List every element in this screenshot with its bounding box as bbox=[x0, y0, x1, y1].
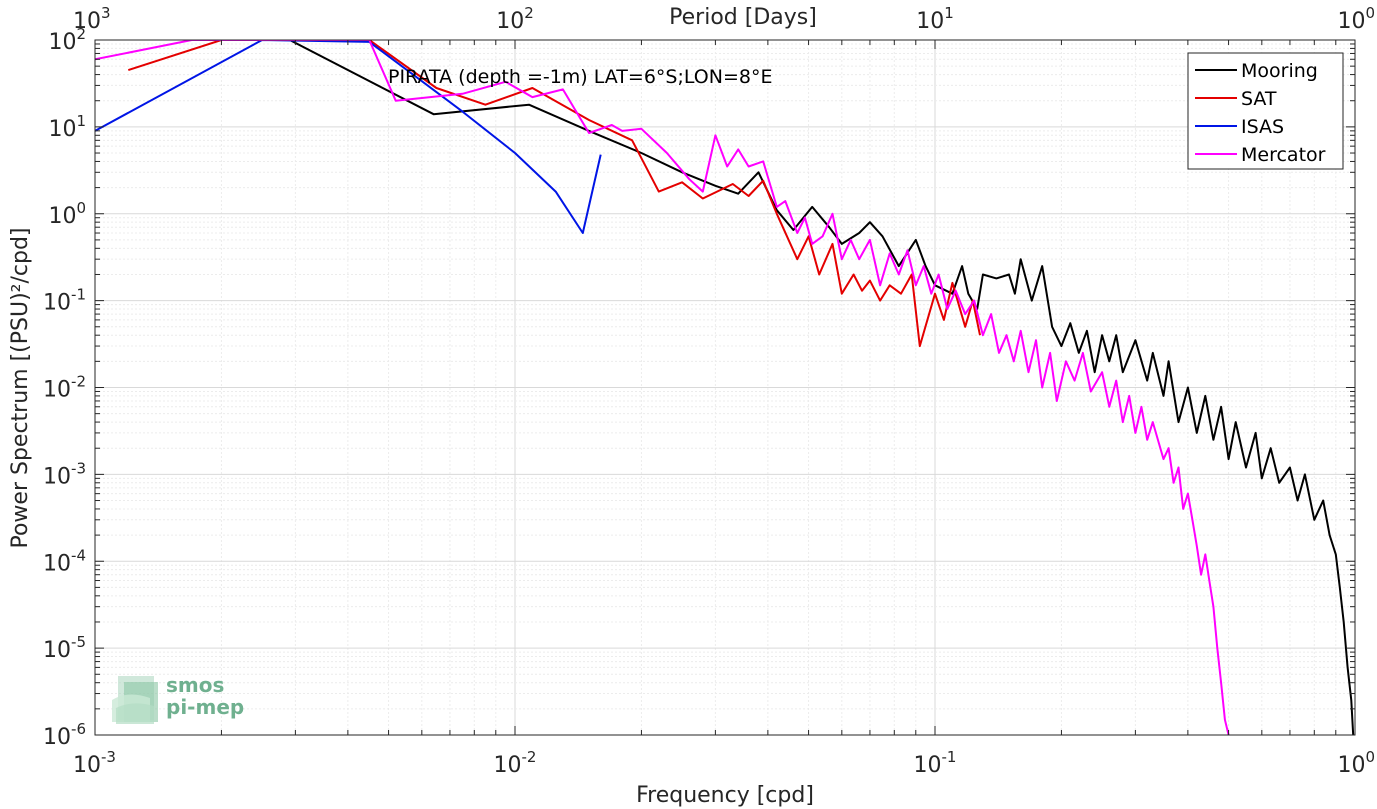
x2-axis-label: Period [Days] bbox=[669, 5, 817, 30]
legend-label-sat: SAT bbox=[1241, 88, 1277, 110]
y-tick-label: 102 bbox=[48, 25, 86, 55]
y-tick-label: 100 bbox=[48, 199, 86, 229]
series-line-mercator bbox=[95, 40, 1230, 735]
legend-label-mooring: Mooring bbox=[1241, 60, 1318, 82]
logo-text-line2: pi-mep bbox=[166, 695, 244, 719]
legend-label-mercator: Mercator bbox=[1241, 144, 1326, 166]
y-tick-label: 10-6 bbox=[43, 720, 86, 750]
logo-text-line1: smos bbox=[166, 673, 224, 697]
legend-box bbox=[1187, 52, 1344, 170]
y-tick-label: 10-5 bbox=[43, 633, 86, 663]
x-tick-label: 100 bbox=[1337, 748, 1375, 778]
y-tick-label: 10-3 bbox=[43, 459, 86, 489]
y-tick-label: 10-1 bbox=[43, 286, 86, 316]
series-line-mooring bbox=[287, 40, 1355, 735]
y-tick-label: 101 bbox=[48, 112, 86, 142]
x-tick-label: 10-1 bbox=[914, 748, 957, 778]
x2-tick-label: 102 bbox=[496, 4, 534, 34]
y-tick-label: 10-4 bbox=[43, 546, 86, 576]
x-tick-label: 10-2 bbox=[494, 748, 537, 778]
x2-tick-label: 101 bbox=[916, 4, 954, 34]
x-axis-label: Frequency [cpd] bbox=[636, 783, 814, 808]
series-line-sat bbox=[127, 40, 981, 348]
logo-mark bbox=[112, 676, 158, 724]
x2-tick-label: 103 bbox=[73, 4, 111, 34]
y-axis-label: Power Spectrum [(PSU)²/cpd] bbox=[8, 227, 33, 548]
legend: Mooring SAT ISAS Mercator bbox=[1187, 52, 1344, 170]
x-tick-label: 10-3 bbox=[73, 748, 116, 778]
series-group bbox=[95, 40, 1355, 735]
grid bbox=[94, 40, 1355, 736]
x2-tick-label: 100 bbox=[1337, 4, 1375, 34]
legend-label-isas: ISAS bbox=[1241, 116, 1284, 138]
chart-title: PIRATA (depth =-1m) LAT=6°S;LON=8°E bbox=[388, 66, 772, 88]
smos-pi-mep-logo: smos pi-mep bbox=[112, 673, 244, 724]
y-tick-label: 10-2 bbox=[43, 373, 86, 403]
